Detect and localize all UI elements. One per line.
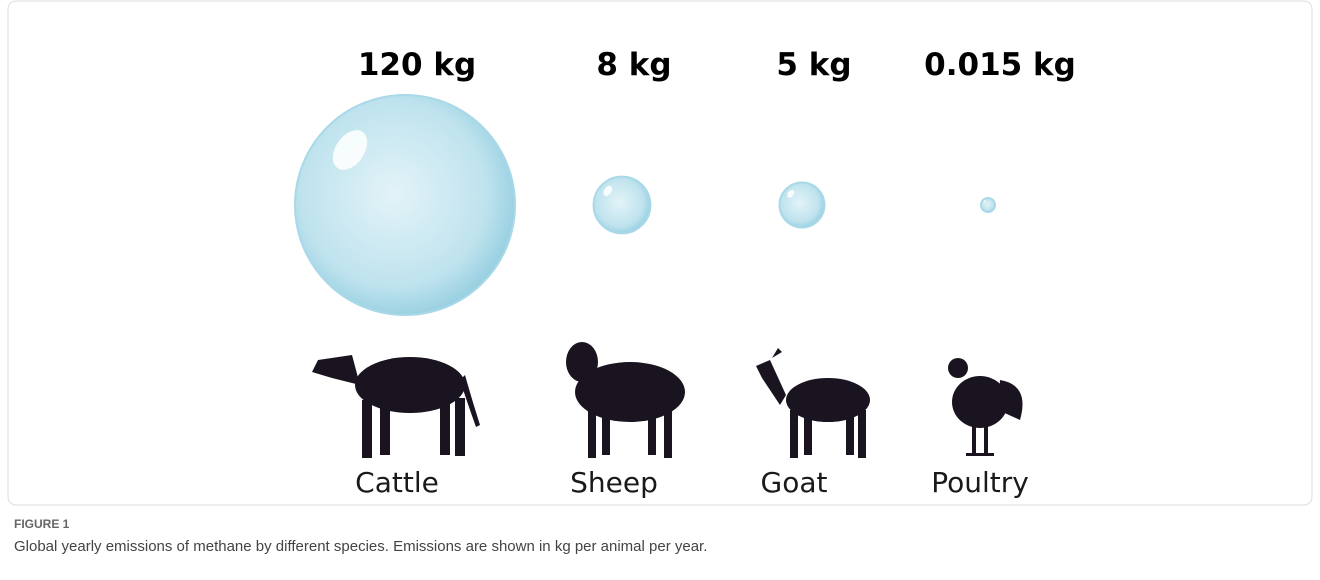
- cattle-icon: [312, 355, 480, 458]
- value-label: 120 kg: [358, 47, 476, 83]
- bubble: [295, 95, 515, 315]
- category-label: Cattle: [355, 466, 439, 499]
- category-label: Goat: [761, 466, 828, 499]
- figure-label: FIGURE 1: [14, 517, 70, 531]
- sheep-icon: [566, 342, 685, 458]
- value-label: 8 kg: [596, 47, 671, 83]
- figure-caption: Global yearly emissions of methane by di…: [14, 538, 707, 555]
- goat-icon: [756, 348, 870, 458]
- animal-icons: [312, 342, 1023, 458]
- figure: FIGURE 1 Global yearly emissions of meth…: [0, 0, 1320, 580]
- page: FIGURE 1 Global yearly emissions of meth…: [0, 0, 1320, 580]
- value-label: 5 kg: [776, 47, 851, 83]
- bubble: [981, 198, 995, 212]
- category-label: Sheep: [570, 466, 658, 499]
- bubble: [780, 183, 825, 228]
- bubble: [594, 177, 651, 234]
- value-label: 0.015 kg: [924, 47, 1076, 83]
- poultry-icon: [948, 358, 1023, 456]
- category-label: Poultry: [931, 466, 1029, 499]
